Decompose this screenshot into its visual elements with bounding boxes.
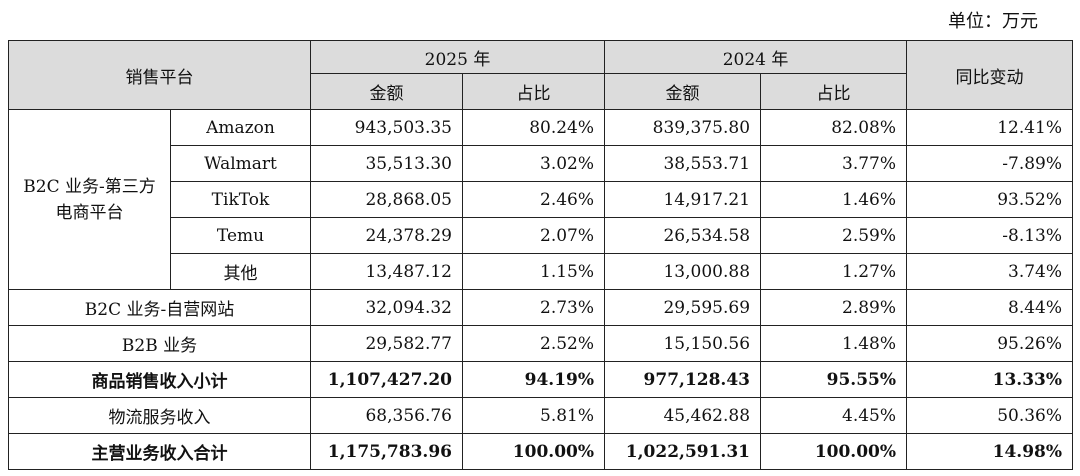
amount-2024: 26,534.58 <box>604 217 762 254</box>
yoy-change: 8.44% <box>906 289 1074 326</box>
ratio-2025: 5.81% <box>461 397 606 434</box>
ratio-2024: 100.00% <box>760 433 908 470</box>
ratio-2025: 2.73% <box>461 289 606 326</box>
ratio-2024: 4.45% <box>760 397 908 434</box>
ratio-2024: 1.46% <box>760 181 908 218</box>
amount-2024: 977,128.43 <box>604 361 762 398</box>
header-amount-2025: 金额 <box>310 73 463 110</box>
unit-label: 单位：万元 <box>948 11 1038 32</box>
amount-2025: 35,513.30 <box>310 145 463 182</box>
header-amount-2024: 金额 <box>604 73 762 110</box>
header-ratio-2024: 占比 <box>760 73 908 110</box>
header-ratio-2025: 占比 <box>461 73 606 110</box>
table-row: 其他 13,487.12 1.15% 13,000.88 1.27% 3.74% <box>9 253 1074 290</box>
yoy-change: 14.98% <box>906 433 1074 470</box>
logistics-label: 物流服务收入 <box>8 397 311 434</box>
header-row-1: 销售平台 2025 年 2024 年 同比变动 <box>8 40 1074 110</box>
table-row: B2B 业务 29,582.77 2.52% 15,150.56 1.48% 9… <box>8 325 1074 362</box>
ratio-2025: 80.24% <box>461 109 606 146</box>
ratio-2025: 3.02% <box>461 145 606 182</box>
platform-name: 其他 <box>170 253 311 290</box>
amount-2025: 68,356.76 <box>310 397 463 434</box>
amount-2024: 38,553.71 <box>604 145 762 182</box>
amount-2025: 1,175,783.96 <box>310 433 463 470</box>
amount-2024: 13,000.88 <box>604 253 762 290</box>
header-year-2024: 2024 年 <box>604 40 908 74</box>
ratio-2025: 2.07% <box>461 217 606 254</box>
ratio-2025: 2.52% <box>461 325 606 362</box>
amount-2025: 1,107,427.20 <box>310 361 463 398</box>
yoy-change: 3.74% <box>906 253 1074 290</box>
header-year-2025: 2025 年 <box>309 40 606 74</box>
table-row: TikTok 28,868.05 2.46% 14,917.21 1.46% 9… <box>9 181 1074 218</box>
yoy-change: 12.41% <box>906 109 1074 146</box>
amount-2024: 29,595.69 <box>604 289 762 326</box>
table-row: Temu 24,378.29 2.07% 26,534.58 2.59% -8.… <box>9 217 1074 254</box>
amount-2024: 14,917.21 <box>604 181 762 218</box>
ratio-2025: 94.19% <box>461 361 606 398</box>
yoy-change: -7.89% <box>906 145 1074 182</box>
amount-2024: 1,022,591.31 <box>604 433 762 470</box>
ratio-2024: 3.77% <box>760 145 908 182</box>
amount-2025: 32,094.32 <box>310 289 463 326</box>
ratio-2025: 2.46% <box>461 181 606 218</box>
header-platform: 销售平台 <box>8 40 311 110</box>
ratio-2025: 100.00% <box>461 433 606 470</box>
platform-name: B2C 业务-自营网站 <box>8 289 311 326</box>
platform-name: Walmart <box>170 145 311 182</box>
amount-2025: 13,487.12 <box>310 253 463 290</box>
amount-2024: 839,375.80 <box>604 109 762 146</box>
ratio-2024: 1.48% <box>760 325 908 362</box>
yoy-change: 93.52% <box>906 181 1074 218</box>
amount-2025: 943,503.35 <box>310 109 463 146</box>
yoy-change: 13.33% <box>906 361 1074 398</box>
platform-name: TikTok <box>170 181 311 218</box>
revenue-table: 销售平台 2025 年 2024 年 同比变动 金额 占比 金额 占比 B2C … <box>8 40 1074 470</box>
ratio-2024: 1.27% <box>760 253 908 290</box>
header-row-2: 金额 占比 金额 占比 <box>9 73 1073 110</box>
platform-name: Temu <box>170 217 311 254</box>
ratio-2024: 82.08% <box>760 109 908 146</box>
yoy-change: 95.26% <box>906 325 1074 362</box>
group-label: B2C 业务-第三方电商平台 <box>8 109 171 290</box>
ratio-2024: 2.89% <box>760 289 908 326</box>
platform-name: B2B 业务 <box>8 325 311 362</box>
header-yoy: 同比变动 <box>906 40 1074 110</box>
subtotal-label: 商品销售收入小计 <box>8 361 311 398</box>
yoy-change: 50.36% <box>906 397 1074 434</box>
ratio-2024: 95.55% <box>760 361 908 398</box>
amount-2025: 29,582.77 <box>310 325 463 362</box>
table-row: B2C 业务-第三方电商平台 Amazon 943,503.35 80.24% … <box>8 109 1074 290</box>
amount-2025: 24,378.29 <box>310 217 463 254</box>
amount-2024: 45,462.88 <box>604 397 762 434</box>
amount-2025: 28,868.05 <box>310 181 463 218</box>
ratio-2025: 1.15% <box>461 253 606 290</box>
ratio-2024: 2.59% <box>760 217 908 254</box>
total-label: 主营业务收入合计 <box>8 433 311 470</box>
subtotal-row: 商品销售收入小计 1,107,427.20 94.19% 977,128.43 … <box>8 361 1074 398</box>
amount-2024: 15,150.56 <box>604 325 762 362</box>
yoy-change: -8.13% <box>906 217 1074 254</box>
table-row: Walmart 35,513.30 3.02% 38,553.71 3.77% … <box>9 145 1074 182</box>
total-row: 主营业务收入合计 1,175,783.96 100.00% 1,022,591.… <box>8 433 1074 470</box>
logistics-row: 物流服务收入 68,356.76 5.81% 45,462.88 4.45% 5… <box>8 397 1074 434</box>
platform-name: Amazon <box>170 109 311 146</box>
table-row: B2C 业务-自营网站 32,094.32 2.73% 29,595.69 2.… <box>8 289 1074 326</box>
